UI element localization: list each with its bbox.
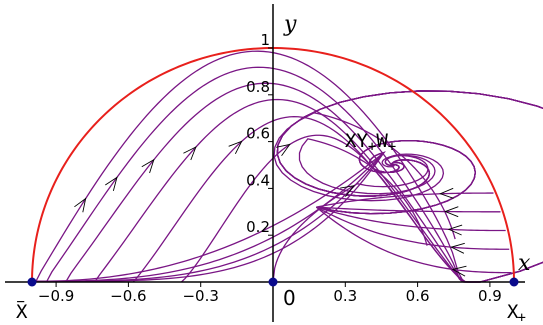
flow-arrow: [74, 197, 87, 213]
flow-arrow: [340, 185, 356, 197]
trajectory-curve: [180, 90, 543, 283]
x-tick-label: −0.9: [38, 287, 74, 305]
flow-arrow: [105, 176, 118, 191]
point-origin: [268, 277, 278, 287]
flow-arrow: [450, 242, 465, 254]
x-tick-label: −0.3: [182, 287, 218, 305]
x-tick-label: 0.9: [478, 287, 502, 305]
point-label-x-minus: X−: [16, 294, 28, 323]
point-label-x-minus-sub: −: [16, 294, 24, 310]
origin-label: 0: [283, 286, 296, 310]
y-tick-label: 0.6: [246, 125, 270, 143]
flow-arrow: [183, 146, 197, 161]
point-label-x-plus: X+: [507, 301, 526, 325]
x-axis-name: x: [518, 251, 531, 276]
trajectory-curve: [35, 50, 543, 283]
x-tick-label: 0.3: [333, 287, 357, 305]
flow-arrow: [439, 187, 454, 199]
point-label-x-plus-base: X: [507, 301, 519, 323]
flow-arrow: [447, 224, 463, 236]
trajectory-curve: [316, 139, 494, 215]
trajectory-curve: [272, 154, 429, 283]
point-x-plus: [509, 277, 519, 287]
tick-group: −0.9 −0.6 −0.3 0.3 0.6 0.9 0.2 0.4 0.6 0.8 1: [38, 31, 502, 305]
flow-arrow: [141, 158, 155, 174]
flow-arrow: [228, 140, 243, 154]
point-label-interior-text: XY: [345, 130, 368, 152]
y-axis-name: y: [283, 12, 297, 37]
point-x-minus: [27, 277, 37, 287]
x-tick-label: −0.6: [110, 287, 146, 305]
flow-arrow: [444, 206, 459, 218]
trajectory-curve: [273, 112, 456, 240]
flow-arrow: [276, 143, 291, 157]
trajectory-curve: [94, 90, 543, 283]
y-tick-label: 0.4: [246, 171, 270, 189]
point-label-interior-sub1: +: [368, 139, 376, 155]
point-label-interior: XY+W+: [345, 130, 396, 155]
x-tick-label: 0.6: [406, 287, 430, 305]
point-label-interior-sub2: +: [388, 139, 396, 155]
trajectory-group: [34, 50, 543, 283]
y-tick-label: 1: [260, 31, 270, 49]
point-label-x-plus-sub: +: [517, 310, 525, 325]
y-tick-label: 0.8: [246, 78, 270, 96]
point-label-interior-text2: W: [376, 130, 388, 152]
point-label-x-minus-base: X: [16, 301, 28, 323]
trajectory-curve: [298, 138, 436, 246]
flow-arrow: [451, 265, 467, 277]
y-tick-label: 0.2: [246, 218, 270, 236]
arrow-group: [74, 140, 467, 277]
